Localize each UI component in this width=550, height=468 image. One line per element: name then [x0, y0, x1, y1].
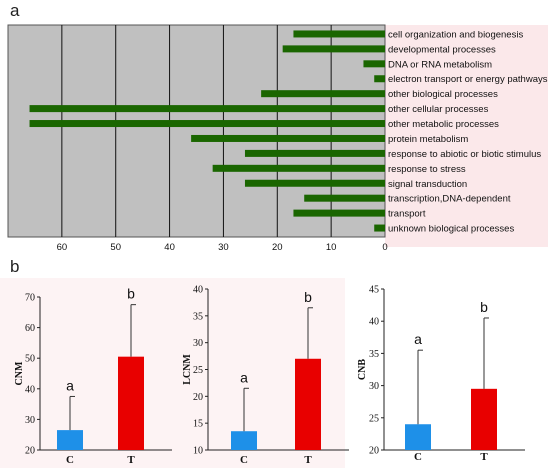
y-tick-cnb-30: 30 [369, 381, 379, 392]
y-axis-label-cnm: CNM [14, 361, 25, 385]
category-label-cnb-c: C [414, 451, 422, 463]
panel-b-background-left [0, 278, 345, 468]
category-label-lcnm-t: T [304, 454, 312, 466]
bar-cnb-t [471, 388, 497, 450]
y-tick-lcnm-20: 20 [193, 392, 203, 403]
category-label-signal-transduction: signal transduction [388, 179, 467, 190]
bar-developmental-processes [282, 45, 385, 53]
bar-lcnm-c [231, 431, 257, 450]
bar-transport [293, 209, 385, 217]
category-label-electron-transport-or-energy-pathways: electron transport or energy pathways [388, 74, 548, 85]
y-tick-lcnm-25: 25 [193, 365, 203, 376]
category-label-dna-or-rna-metabolism: DNA or RNA metabolism [388, 59, 492, 70]
category-label-protein-metabolism: protein metabolism [388, 134, 468, 145]
category-label-lcnm-c: C [240, 454, 248, 466]
y-tick-cnm-70: 70 [25, 293, 35, 304]
category-label-transcription-dna-dependent: transcription,DNA-dependent [388, 194, 511, 205]
category-label-unknown-biological-processes: unknown biological processes [388, 224, 514, 235]
x-tick-20: 20 [272, 242, 283, 253]
y-tick-lcnm-40: 40 [193, 285, 203, 296]
category-label-response-to-abiotic-or-biotic-stimulus: response to abiotic or biotic stimulus [388, 149, 541, 160]
panel-a-category-labels: cell organization and biogenesis developm… [388, 29, 548, 234]
y-tick-cnb-25: 25 [369, 413, 379, 424]
y-axis-label-lcnm: LCNM [182, 354, 193, 385]
bar-unknown-biological-processes [374, 224, 385, 232]
category-label-cell-organization-and-biogenesis: cell organization and biogenesis [388, 29, 523, 40]
category-label-cnm-c: C [66, 454, 74, 466]
bar-other-metabolic-processes [29, 120, 386, 128]
bar-cell-organization-and-biogenesis [293, 30, 385, 38]
bar-other-cellular-processes [29, 105, 386, 113]
category-label-other-metabolic-processes: other metabolic processes [388, 119, 499, 130]
panel-a-x-ticks: 60 50 40 30 20 10 0 [57, 242, 388, 253]
x-tick-30: 30 [218, 242, 229, 253]
panel-a-label-background [385, 25, 548, 247]
y-tick-lcnm-35: 35 [193, 311, 203, 322]
panel-b-charts: 20 30 40 50 60 70 CNM a Cb T 10 15 20 25 30 35 40 LCNM a Cb… [14, 285, 525, 466]
panel-a-bars [29, 30, 386, 232]
significance-cnm-t: b [127, 286, 135, 302]
category-label-response-to-stress: response to stress [388, 164, 466, 175]
category-label-cnb-t: T [480, 451, 488, 463]
x-tick-60: 60 [57, 242, 68, 253]
bar-electron-transport-or-energy-pathways [374, 75, 385, 83]
significance-cnb-t: b [480, 299, 488, 315]
x-tick-0: 0 [382, 242, 387, 253]
y-tick-lcnm-15: 15 [193, 419, 203, 430]
x-tick-50: 50 [110, 242, 121, 253]
category-label-transport: transport [388, 209, 426, 220]
panel-a-letter: a [10, 1, 20, 20]
bar-chart-cnm: 20 30 40 50 60 70 CNM a Cb T [14, 286, 172, 466]
bar-lcnm-t [295, 358, 321, 450]
bar-chart-lcnm: 10 15 20 25 30 35 40 LCNM a Cb T [182, 285, 349, 466]
x-tick-40: 40 [164, 242, 175, 253]
category-label-other-cellular-processes: other cellular processes [388, 104, 489, 115]
y-tick-lcnm-30: 30 [193, 338, 203, 349]
y-tick-cnm-20: 20 [25, 446, 35, 457]
y-tick-cnb-20: 20 [369, 446, 379, 457]
panel-a-plot-area [7, 24, 386, 238]
category-label-developmental-processes: developmental processes [388, 44, 496, 55]
significance-cnb-c: a [414, 331, 422, 347]
y-tick-cnm-50: 50 [25, 354, 35, 365]
y-tick-cnm-40: 40 [25, 384, 35, 395]
bar-cnm-t [118, 356, 144, 450]
significance-lcnm-t: b [304, 289, 312, 305]
bar-response-to-abiotic-or-biotic-stimulus [244, 149, 385, 157]
y-tick-lcnm-10: 10 [193, 446, 203, 457]
category-label-other-biological-processes: other biological processes [388, 89, 498, 100]
category-label-cnm-t: T [127, 454, 135, 466]
bar-dna-or-rna-metabolism [363, 60, 385, 68]
bar-cnm-c [57, 430, 83, 450]
bar-transcription-dna-dependent [304, 194, 385, 202]
bar-response-to-stress [212, 164, 385, 172]
y-tick-cnm-30: 30 [25, 415, 35, 426]
bar-cnb-c [405, 424, 431, 450]
bar-protein-metabolism [191, 134, 385, 142]
bar-chart-cnb: 20 25 30 35 40 45 CNB a Cb T [357, 285, 525, 463]
significance-cnm-c: a [66, 377, 74, 393]
x-tick-10: 10 [326, 242, 337, 253]
significance-lcnm-c: a [240, 369, 248, 385]
y-tick-cnb-40: 40 [369, 317, 379, 328]
y-tick-cnb-45: 45 [369, 285, 379, 296]
panel-b-letter: b [10, 257, 19, 276]
y-tick-cnb-35: 35 [369, 349, 379, 360]
bar-other-biological-processes [261, 90, 385, 98]
y-axis-label-cnb: CNB [357, 359, 368, 380]
y-tick-cnm-60: 60 [25, 323, 35, 334]
bar-signal-transduction [244, 179, 385, 187]
